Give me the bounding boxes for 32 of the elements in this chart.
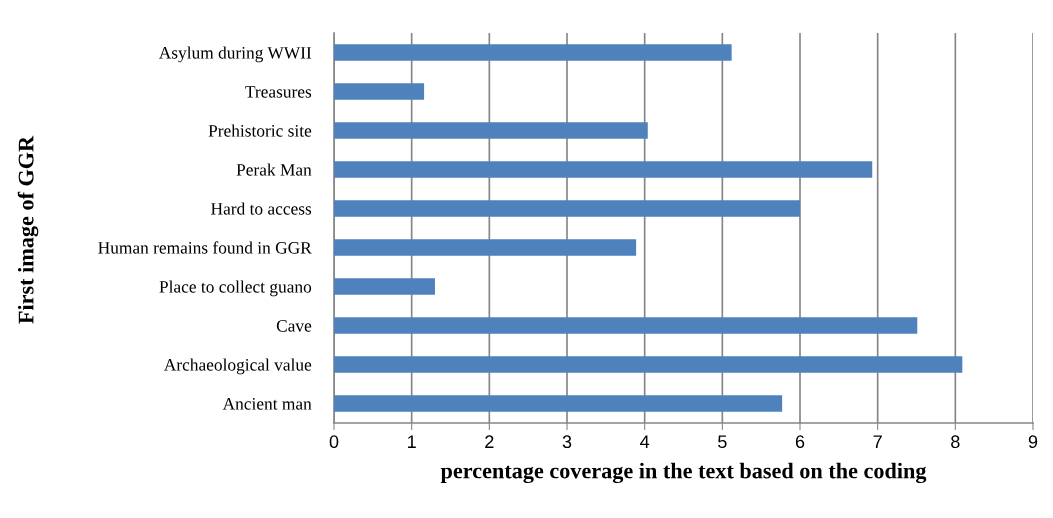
- y-axis-title: First image of GGR: [17, 135, 39, 324]
- y-tick-label: Place to collect guano: [159, 280, 312, 297]
- x-tick-label: 3: [562, 435, 572, 449]
- y-tick-label: Human remains found in GGR: [98, 241, 312, 254]
- y-tick-label: Perak Man: [236, 163, 312, 176]
- x-tick-label: 0: [329, 435, 339, 449]
- x-axis-title: percentage coverage in the text based on the coding: [440, 462, 927, 484]
- y-tick-label: Hard to access: [211, 202, 312, 215]
- y-tick-label: Treasures: [245, 86, 312, 98]
- bar: [334, 395, 783, 412]
- x-tick-label: 7: [873, 435, 882, 448]
- x-tick-label: 2: [485, 435, 494, 448]
- x-tick-label: 6: [795, 435, 805, 449]
- bar: [334, 200, 800, 217]
- bar: [334, 161, 873, 178]
- bar: [334, 239, 637, 256]
- y-tick-label: Asylum during WWII: [158, 46, 312, 63]
- bar: [334, 122, 648, 139]
- bar: [334, 44, 732, 61]
- bar: [334, 356, 963, 373]
- y-tick-label: Prehistoric site: [208, 124, 312, 137]
- y-tick-label: Ancient man: [222, 398, 312, 410]
- bar: [334, 278, 435, 295]
- bar: [334, 317, 918, 334]
- x-tick-label: 4: [640, 435, 650, 448]
- x-tick-label: 5: [718, 435, 727, 449]
- x-tick-label: 1: [408, 435, 416, 448]
- x-tick-label: 8: [951, 435, 960, 449]
- y-tick-label: Archaeological value: [163, 358, 312, 375]
- bar: [334, 83, 425, 100]
- y-tick-label: Cave: [276, 320, 312, 332]
- x-tick-label: 9: [1028, 435, 1038, 449]
